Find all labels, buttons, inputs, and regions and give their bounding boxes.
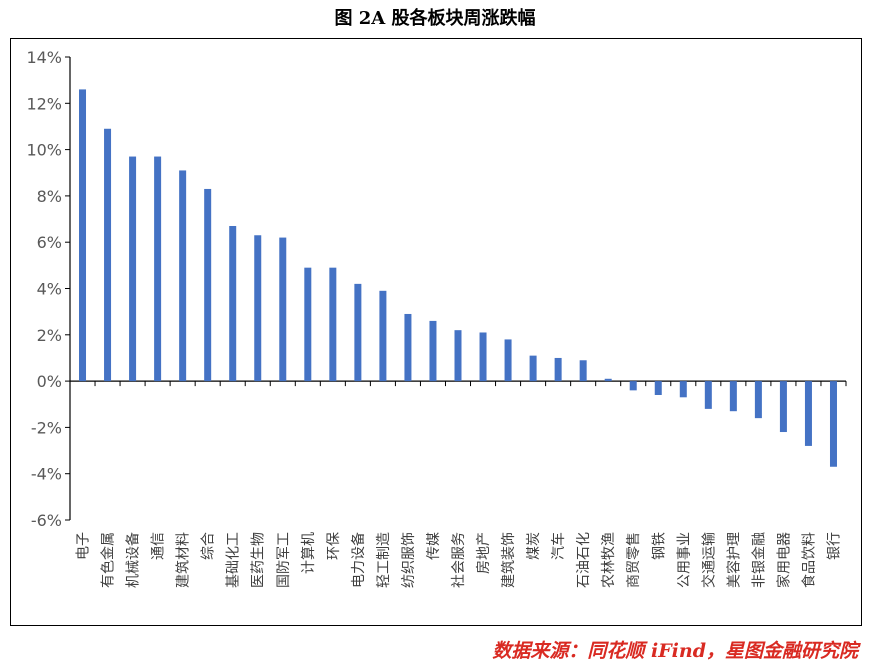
x-tick-label: 银行 (826, 532, 842, 560)
x-tick-label: 电子 (76, 532, 92, 560)
bar (529, 355, 537, 382)
bar (254, 235, 262, 382)
x-tick-label: 通信 (151, 532, 167, 560)
bar (104, 128, 112, 382)
bar (129, 156, 137, 382)
bar (479, 332, 487, 382)
x-tick-label: 国防军工 (276, 532, 292, 588)
bar (379, 290, 387, 382)
x-tick-label: 轻工制造 (376, 532, 392, 588)
x-tick-label: 综合 (201, 532, 217, 560)
y-tick-label: 6% (37, 233, 62, 252)
x-tick-label: 煤炭 (526, 532, 542, 560)
plot-frame (10, 38, 862, 626)
chart-title: 图 2A 股各板块周涨跌幅 (334, 8, 536, 29)
source-note: 数据来源：同花顺 iFind，星图金融研究院 (492, 640, 858, 662)
bar (304, 267, 312, 382)
bar (79, 89, 87, 382)
x-tick-label: 建筑材料 (176, 532, 192, 588)
bar (454, 330, 462, 382)
x-tick-label: 机械设备 (125, 532, 142, 588)
y-tick-label: -6% (31, 511, 62, 530)
x-tick-label: 医药生物 (251, 532, 267, 588)
bar (679, 381, 687, 398)
bar (404, 313, 412, 382)
y-tick-label: -2% (31, 418, 62, 437)
bar (829, 381, 837, 467)
y-tick-label: 10% (26, 141, 62, 160)
y-tick-label: 0% (37, 372, 62, 391)
bar (329, 267, 337, 382)
x-tick-label: 非银金融 (751, 532, 767, 588)
bar (579, 360, 587, 382)
bar (779, 381, 787, 433)
x-tick-label: 纺织服饰 (401, 532, 417, 588)
x-tick-label: 计算机 (301, 532, 317, 574)
bar (179, 170, 187, 382)
bar (804, 381, 812, 446)
bar (629, 381, 637, 391)
bar (154, 156, 162, 382)
x-tick-label: 农林牧渔 (601, 532, 617, 588)
x-tick-label: 建筑装饰 (501, 532, 517, 588)
bar (604, 378, 612, 382)
x-tick-label: 房地产 (476, 532, 492, 574)
bar (554, 357, 562, 382)
bar (504, 339, 512, 382)
x-tick-label: 汽车 (550, 532, 567, 560)
x-tick-label: 有色金属 (100, 532, 117, 588)
bar (229, 225, 237, 382)
bar (204, 188, 212, 382)
x-tick-label: 公用事业 (676, 532, 692, 588)
bar (754, 381, 762, 419)
x-tick-label: 石油石化 (576, 532, 592, 588)
y-tick-label: 12% (26, 94, 62, 113)
x-tick-label: 交通运输 (700, 532, 717, 588)
x-tick-label: 家用电器 (775, 532, 792, 588)
x-tick-label: 美容护理 (725, 532, 742, 588)
y-tick-label: 8% (37, 187, 62, 206)
y-tick-label: 2% (37, 326, 62, 345)
bar (654, 381, 662, 395)
x-tick-label: 电力设备 (350, 532, 367, 588)
x-tick-label: 基础化工 (225, 532, 242, 588)
x-tick-label: 食品饮料 (800, 532, 817, 588)
y-tick-label: 4% (37, 280, 62, 299)
bar (354, 283, 362, 382)
x-tick-label: 社会服务 (451, 532, 467, 588)
x-tick-label: 环保 (326, 532, 342, 560)
bar (729, 381, 737, 412)
x-tick-label: 传媒 (426, 532, 442, 560)
x-tick-label: 钢铁 (651, 532, 667, 560)
bar (429, 320, 437, 382)
bar (704, 381, 712, 409)
y-tick-label: -4% (31, 465, 62, 484)
y-tick-label: 14% (26, 48, 62, 67)
x-tick-label: 商贸零售 (626, 532, 642, 588)
bar (279, 237, 287, 382)
